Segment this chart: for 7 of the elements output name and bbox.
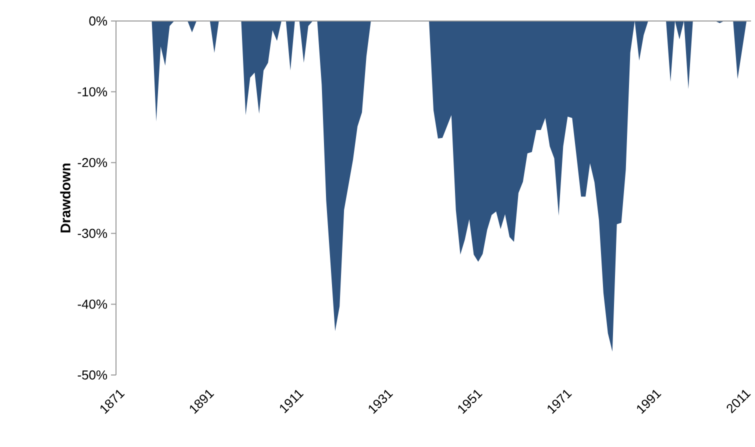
y-tick-label: -20% xyxy=(78,158,108,168)
y-axis-title: Drawdown xyxy=(60,164,70,232)
y-tick-label: 0% xyxy=(89,16,108,26)
y-tick-label: -10% xyxy=(78,87,108,96)
y-tick-label: -30% xyxy=(78,228,108,238)
y-tick-label: -40% xyxy=(78,300,108,309)
y-tick-label: -50% xyxy=(78,370,108,380)
